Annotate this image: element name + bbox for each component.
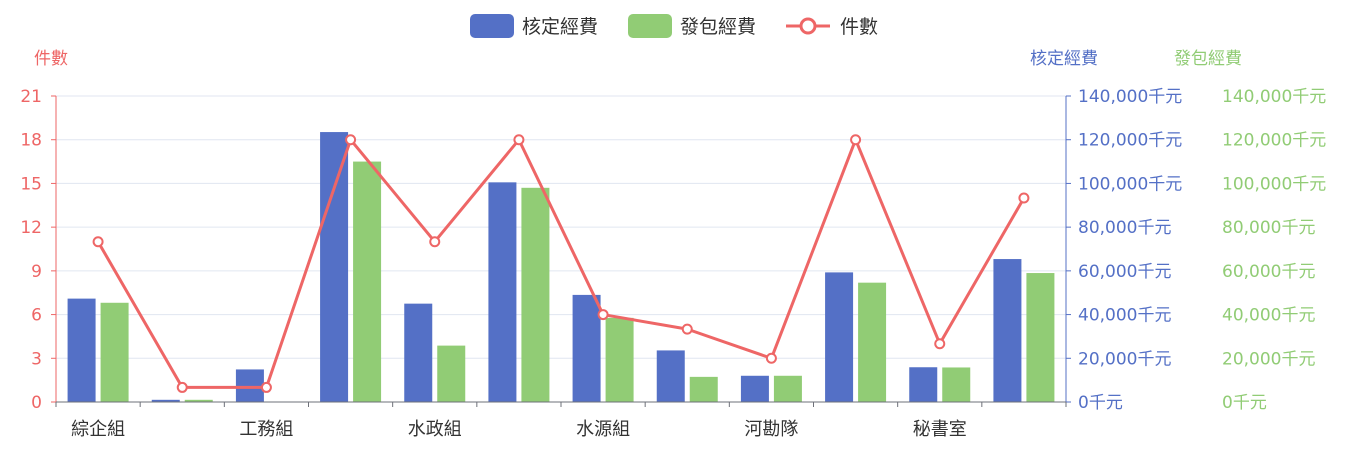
y-right2-tick-label: 40,000千元 (1222, 306, 1315, 326)
count-point (345, 134, 357, 146)
y-left-tick-label: 18 (20, 131, 42, 151)
y-right2-tick-label: 60,000千元 (1222, 262, 1315, 282)
bar-approved (320, 132, 349, 403)
count-point (92, 236, 104, 248)
y-right1-tick-label: 40,000千元 (1078, 306, 1171, 326)
y-right2-tick-label: 140,000千元 (1222, 87, 1326, 107)
bars (67, 132, 1055, 403)
count-point (1018, 192, 1030, 204)
count-line (92, 134, 1030, 393)
bar-contracted (773, 375, 802, 402)
x-tick-label: 綜企組 (71, 419, 125, 440)
y-left-tick-label: 0 (31, 393, 42, 413)
bar-approved (404, 303, 433, 402)
x-tick-label: 水源組 (576, 419, 630, 440)
bar-contracted (858, 282, 887, 402)
y-right2-axis-title: 發包經費 (1174, 49, 1242, 69)
count-point (765, 352, 777, 364)
bar-approved (151, 399, 180, 402)
bar-contracted (521, 187, 550, 402)
y-right1-tick-label: 140,000千元 (1078, 87, 1182, 107)
count-point (513, 134, 525, 146)
y-right2-tick-label: 120,000千元 (1222, 131, 1326, 151)
bar-contracted (100, 302, 129, 402)
y-right2-tick-label: 100,000千元 (1222, 174, 1326, 194)
legend-label-count: 件數 (840, 16, 878, 38)
count-point (260, 381, 272, 393)
y-left-tick-label: 6 (31, 306, 42, 326)
bar-contracted (1026, 273, 1055, 402)
y-left-tick-label: 12 (20, 218, 42, 238)
x-tick-label: 工務組 (239, 419, 293, 440)
count-point (176, 381, 188, 393)
legend[interactable]: 核定經費 發包經費 件數 (470, 14, 878, 38)
bar-approved (993, 259, 1022, 402)
bar-contracted (353, 161, 382, 402)
x-tick-label: 秘書室 (913, 419, 967, 440)
bar-approved (572, 294, 601, 402)
count-point (934, 338, 946, 350)
y-right1-axis-title: 核定經費 (1030, 49, 1098, 69)
x-tick-label: 河勘隊 (744, 419, 798, 440)
y-right1-tick-label: 20,000千元 (1078, 349, 1171, 369)
count-point (597, 309, 609, 321)
count-point (681, 323, 693, 335)
y-left-axis-title: 件數 (34, 49, 68, 69)
y-right1-tick-label: 120,000千元 (1078, 131, 1182, 151)
bar-approved (740, 375, 769, 402)
axes: 0 3 6 9 12 15 18 21 件數 0千元 20,000千元 40,000千元 60,000千… (20, 49, 1326, 440)
y-left-tick-label: 9 (31, 262, 42, 282)
y-left-tick-label: 3 (31, 349, 42, 369)
legend-swatch-approved (470, 14, 514, 38)
bar-approved (67, 298, 96, 402)
bar-contracted (184, 399, 213, 402)
y-right1-tick-label: 80,000千元 (1078, 218, 1171, 238)
bar-approved (656, 350, 685, 402)
count-series-line (96, 138, 1026, 389)
bar-approved (909, 367, 938, 402)
y-left-tick-label: 21 (20, 87, 42, 107)
bar-approved (825, 272, 854, 402)
count-point (429, 236, 441, 248)
y-right1-tick-label: 100,000千元 (1078, 174, 1182, 194)
x-tick-label: 水政組 (408, 419, 462, 440)
y-right2-tick-label: 80,000千元 (1222, 218, 1315, 238)
bar-approved (235, 369, 264, 402)
y-right1-tick-label: 60,000千元 (1078, 262, 1171, 282)
legend-label-contracted: 發包經費 (680, 16, 756, 38)
y-right2-tick-label: 0千元 (1222, 393, 1267, 413)
count-point (850, 134, 862, 146)
bar-contracted (605, 317, 634, 402)
y-right2-tick-label: 20,000千元 (1222, 349, 1315, 369)
bar-contracted (437, 345, 466, 402)
bar-contracted (942, 367, 971, 402)
legend-swatch-contracted (628, 14, 672, 38)
y-left-tick-label: 15 (20, 174, 42, 194)
legend-marker-count (799, 17, 817, 35)
y-right1-tick-label: 0千元 (1078, 393, 1123, 413)
bar-contracted (689, 376, 718, 402)
bar-approved (488, 182, 517, 402)
legend-label-approved: 核定經費 (522, 16, 598, 38)
grid-lines (56, 95, 1066, 359)
